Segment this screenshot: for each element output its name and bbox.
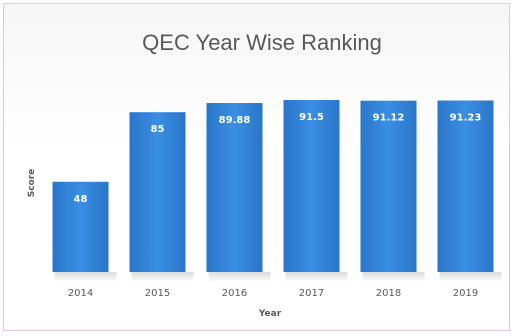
bar-2017: [283, 99, 340, 272]
x-tick-label-2015: 2015: [145, 288, 170, 299]
bar-shadow: [54, 272, 117, 282]
bar-2019: [437, 100, 494, 272]
bar-2018: [360, 100, 417, 272]
x-tick-label-2018: 2018: [376, 288, 401, 299]
data-label-2014: 48: [74, 194, 88, 205]
x-axis-label: Year: [258, 309, 282, 319]
chart-title: QEC Year Wise Ranking: [142, 30, 382, 55]
x-tick-label-2014: 2014: [68, 288, 93, 299]
data-label-2017: 91.5: [299, 112, 324, 123]
bar-shadow: [131, 272, 194, 282]
bar-2014: [52, 181, 109, 272]
data-label-2019: 91.23: [450, 112, 482, 123]
bars-group: 48 2014 85 2015 89.88 2016 91.5 2017 91.12 2018 91…: [52, 99, 502, 299]
bar-2016: [206, 103, 263, 272]
data-label-2016: 89.88: [219, 115, 251, 126]
bar-shadow: [208, 272, 271, 282]
bar-shadow: [285, 272, 348, 282]
data-label-2018: 91.12: [373, 113, 405, 124]
bar-2015: [129, 112, 186, 272]
x-tick-label-2016: 2016: [222, 288, 247, 299]
x-tick-label-2017: 2017: [299, 288, 324, 299]
bar-shadow: [362, 272, 425, 282]
bar-shadow: [439, 272, 502, 282]
y-axis-label: Score: [27, 169, 37, 198]
data-label-2015: 85: [151, 124, 165, 135]
x-tick-label-2019: 2019: [453, 288, 478, 299]
